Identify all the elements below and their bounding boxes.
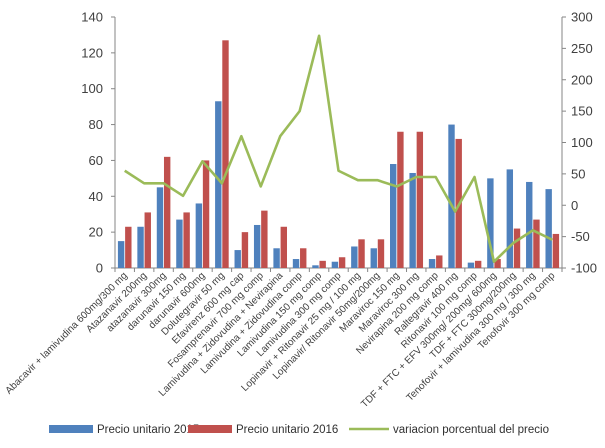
bar-2016 [494, 259, 501, 268]
bar-2016 [202, 160, 210, 268]
y-left-tick-label: 80 [89, 117, 103, 132]
y-right-tick-label: 100 [571, 135, 593, 150]
line-variacion-porcentual [124, 34, 553, 264]
bar-2015 [545, 189, 552, 268]
bar-2016 [474, 260, 482, 268]
legend-swatch-2015 [49, 425, 93, 433]
bar-2016 [397, 131, 404, 268]
y-left-tick-label: 0 [96, 261, 103, 276]
bar-2015 [351, 246, 358, 268]
chart-bars [117, 40, 560, 268]
y-right-tick-label: 250 [571, 41, 593, 56]
bar-2015 [273, 248, 280, 268]
bar-2016 [125, 226, 132, 268]
legend-label-2015: Precio unitario 2015 [97, 424, 199, 436]
bar-2015 [428, 259, 436, 268]
bar-2015 [215, 101, 222, 268]
y-left-tick-label: 40 [89, 189, 103, 204]
bar-2016 [319, 260, 326, 268]
bar-2015 [390, 164, 397, 268]
bar-2016 [338, 257, 346, 268]
bar-2016 [358, 239, 365, 268]
y-right-tick-label: 0 [571, 198, 578, 213]
bar-2015 [234, 250, 241, 268]
bar-2016 [416, 131, 424, 268]
bar-2015 [487, 178, 494, 268]
bar-2016 [377, 239, 385, 268]
bar-2016 [144, 212, 151, 268]
chart-tick-labels: 0 20 40 60 80 100 120 140 -100 -50 0 50 100 150 200 250… [81, 10, 597, 276]
bar-2016 [261, 210, 268, 268]
bar-2016 [280, 226, 287, 268]
bar-2015 [506, 169, 514, 268]
bar-2015 [331, 261, 339, 268]
bar-2015 [176, 219, 183, 268]
bar-2015 [526, 181, 533, 268]
y-left-tick-label: 100 [81, 81, 103, 96]
chart-category-labels: Abacavir + lamivudina 600mg/300 mgAtazan… [4, 270, 558, 410]
y-right-tick-label: 300 [571, 10, 593, 25]
bar-2015 [137, 226, 144, 268]
y-left-tick-label: 20 [89, 225, 103, 240]
bar-2015 [292, 259, 300, 268]
bar-2016 [513, 228, 521, 268]
bar-2016 [300, 248, 307, 268]
legend-label-2016: Precio unitario 2016 [236, 424, 338, 436]
y-right-tick-label: 50 [571, 166, 585, 181]
bar-2015 [409, 172, 416, 268]
bar-2015 [195, 203, 203, 268]
bar-2015 [117, 241, 125, 268]
bar-2016 [183, 212, 190, 268]
bar-2015 [253, 224, 261, 268]
y-left-tick-label: 60 [89, 153, 103, 168]
bar-2016 [163, 156, 171, 268]
bar-2015 [156, 187, 164, 268]
bar-2015 [448, 124, 455, 268]
legend-label-variacion: variacion porcentual del precio [393, 424, 549, 436]
bar-2016 [436, 255, 443, 268]
bar-2016 [241, 232, 249, 268]
y-right-tick-label: -100 [571, 261, 597, 276]
y-left-tick-label: 140 [81, 10, 103, 25]
bar-2015 [370, 248, 377, 268]
chart-legend: Precio unitario 2015 Precio unitario 2016… [49, 424, 549, 436]
bar-2015 [467, 262, 475, 268]
bar-2016 [533, 219, 540, 268]
bar-2016 [222, 40, 229, 268]
legend-swatch-2016 [188, 425, 232, 433]
bar-2015 [312, 265, 319, 268]
y-right-tick-label: 150 [571, 104, 593, 119]
y-right-tick-label: 200 [571, 72, 593, 87]
bar-2016 [552, 233, 560, 268]
y-left-tick-label: 120 [81, 45, 103, 60]
chart-line [124, 34, 553, 264]
y-right-tick-label: -50 [571, 229, 590, 244]
